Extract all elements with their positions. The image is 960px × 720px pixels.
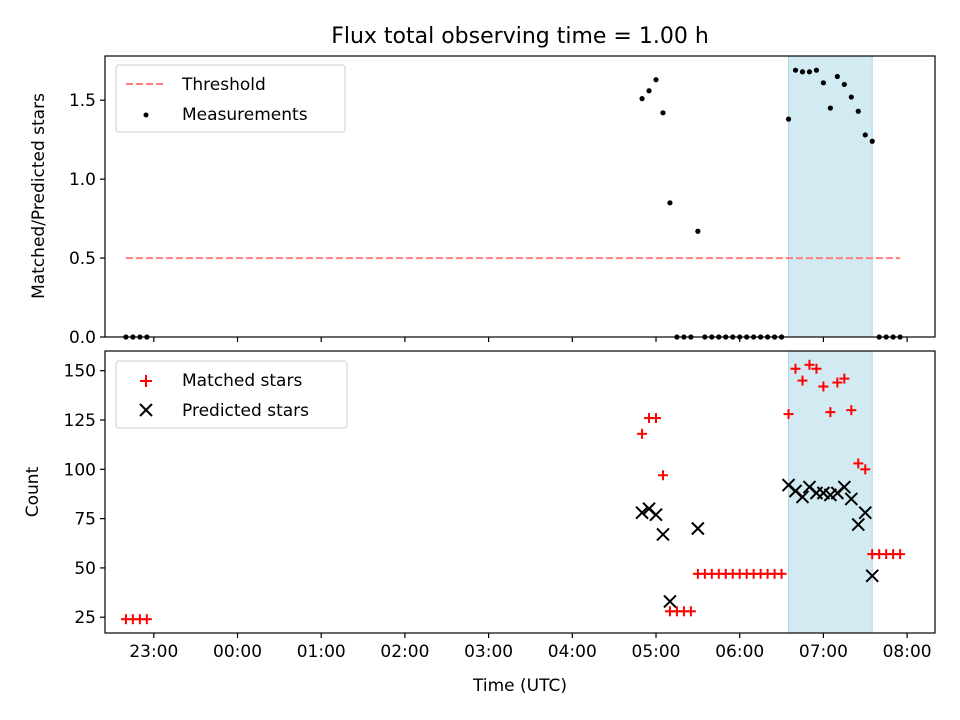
legend-measurements-label: Measurements: [182, 105, 308, 125]
bottom-x-ticks: 23:00 00:00 01:00 02:00 03:00 04:00 05:00 06:00…: [129, 633, 932, 662]
measurements-point: [806, 69, 813, 75]
bottom-plot-area: [120, 359, 906, 625]
top-legend: Threshold Measurements: [115, 64, 346, 133]
x-tick-label: 04:00: [548, 642, 597, 662]
matched-stars-point: [651, 413, 662, 424]
measurements-point: [841, 81, 847, 88]
matched-stars-point: [839, 373, 850, 384]
bottom-x-axis-label: Time (UTC): [472, 676, 567, 696]
x-tick-label: 07:00: [799, 642, 848, 662]
y-tick-label: 1.0: [69, 170, 96, 190]
measurements-point: [827, 105, 833, 111]
bottom-y-axis-label: Count: [23, 466, 43, 517]
measurements-point: [869, 138, 875, 144]
predicted-stars-point: [795, 490, 810, 504]
x-tick-label: 02:00: [380, 642, 429, 662]
matched-stars-point: [832, 377, 843, 388]
matched-stars-point: [853, 458, 864, 469]
x-tick-label: 00:00: [213, 642, 262, 662]
measurements-point: [660, 110, 666, 116]
measurements-point: [639, 96, 645, 102]
legend-measurements-swatch: [143, 112, 149, 118]
y-tick-label: 0.5: [69, 249, 96, 269]
top-axes-frame: [104, 55, 936, 338]
top-legend-box: [115, 64, 346, 133]
x-tick-label: 08:00: [883, 642, 932, 662]
legend-predicted-label: Predicted stars: [182, 401, 309, 421]
legend-matched-label: Matched stars: [182, 371, 302, 391]
matched-stars-point: [846, 405, 857, 416]
legend-threshold-label: Threshold: [181, 75, 266, 95]
y-tick-label: 125: [64, 411, 96, 431]
top-y-axis-label: Matched/Predicted stars: [29, 93, 49, 299]
predicted-stars-point: [635, 505, 649, 520]
measurements-point: [813, 67, 820, 73]
matched-stars-point: [685, 606, 696, 617]
matched-stars-point: [790, 363, 801, 374]
measurements-point: [667, 200, 673, 206]
predicted-stars-point: [858, 505, 872, 520]
bottom-panel: 25 50 75 100 125 150 23:00 00:00 01:00 02:00 03:0…: [23, 350, 936, 696]
top-y-ticks: 0.0 0.5 1.0 1.5: [69, 91, 105, 348]
y-tick-label: 50: [74, 559, 96, 579]
predicted-stars-point: [649, 507, 663, 522]
top-x-ticks: [153, 337, 908, 342]
top-panel: 0.0 0.5 1.0 1.5 Matched/Predicted stars Thr…: [29, 55, 936, 348]
predicted-stars-point: [844, 492, 859, 506]
y-tick-label: 0.0: [69, 328, 96, 348]
measurements-point: [855, 108, 861, 114]
x-tick-label: 05:00: [632, 642, 681, 662]
predicted-stars-point: [865, 569, 879, 583]
bottom-legend: Matched stars Predicted stars: [115, 360, 348, 429]
matched-stars-point: [860, 464, 871, 475]
legend-matched-swatch: [140, 375, 152, 387]
matched-stars-point: [637, 428, 648, 439]
matched-stars-point: [895, 549, 906, 560]
bottom-y-ticks: 25 50 75 100 125 150: [64, 362, 105, 628]
y-tick-label: 75: [74, 510, 96, 530]
top-shaded-span: [788, 55, 873, 338]
measurements-point: [820, 80, 827, 86]
measurements-point: [792, 67, 799, 73]
matched-stars-point: [811, 363, 822, 374]
matched-stars-point: [797, 375, 808, 386]
y-tick-label: 100: [64, 460, 96, 480]
predicted-stars-point: [656, 527, 670, 542]
observing-window-span: [788, 350, 873, 634]
measurements-point: [834, 73, 840, 80]
matched-stars-point: [804, 359, 815, 370]
y-tick-label: 150: [64, 362, 96, 382]
predicted-stars-point: [851, 517, 865, 532]
x-tick-label: 01:00: [297, 642, 346, 662]
matched-stars-point: [783, 409, 794, 420]
measurements-point: [653, 77, 659, 83]
bottom-legend-box: [115, 360, 348, 429]
measurements-point: [646, 88, 652, 94]
x-tick-label: 06:00: [715, 642, 764, 662]
y-tick-label: 1.5: [69, 91, 96, 111]
chart-title: Flux total observing time = 1.00 h: [331, 24, 709, 49]
predicted-stars-point: [663, 594, 677, 609]
matched-stars-point: [818, 381, 829, 392]
measurements-point: [862, 132, 868, 138]
matched-stars-point: [825, 407, 836, 418]
predicted-stars-point: [691, 521, 705, 536]
measurements-point: [799, 69, 806, 75]
bottom-axes-frame: [104, 350, 936, 634]
matched-stars-point: [657, 470, 668, 481]
matched-stars-point: [776, 568, 787, 579]
matched-stars-point: [141, 614, 152, 625]
y-tick-label: 25: [74, 608, 96, 628]
measurements-point: [848, 94, 854, 100]
bottom-shaded-span: [788, 350, 873, 634]
x-tick-label: 03:00: [464, 642, 513, 662]
measurements-point: [695, 228, 701, 234]
observing-window-span: [788, 55, 873, 338]
predicted-stars-point: [837, 480, 852, 494]
x-tick-label: 23:00: [129, 642, 178, 662]
measurements-point: [785, 116, 792, 122]
legend-predicted-swatch: [139, 403, 153, 417]
